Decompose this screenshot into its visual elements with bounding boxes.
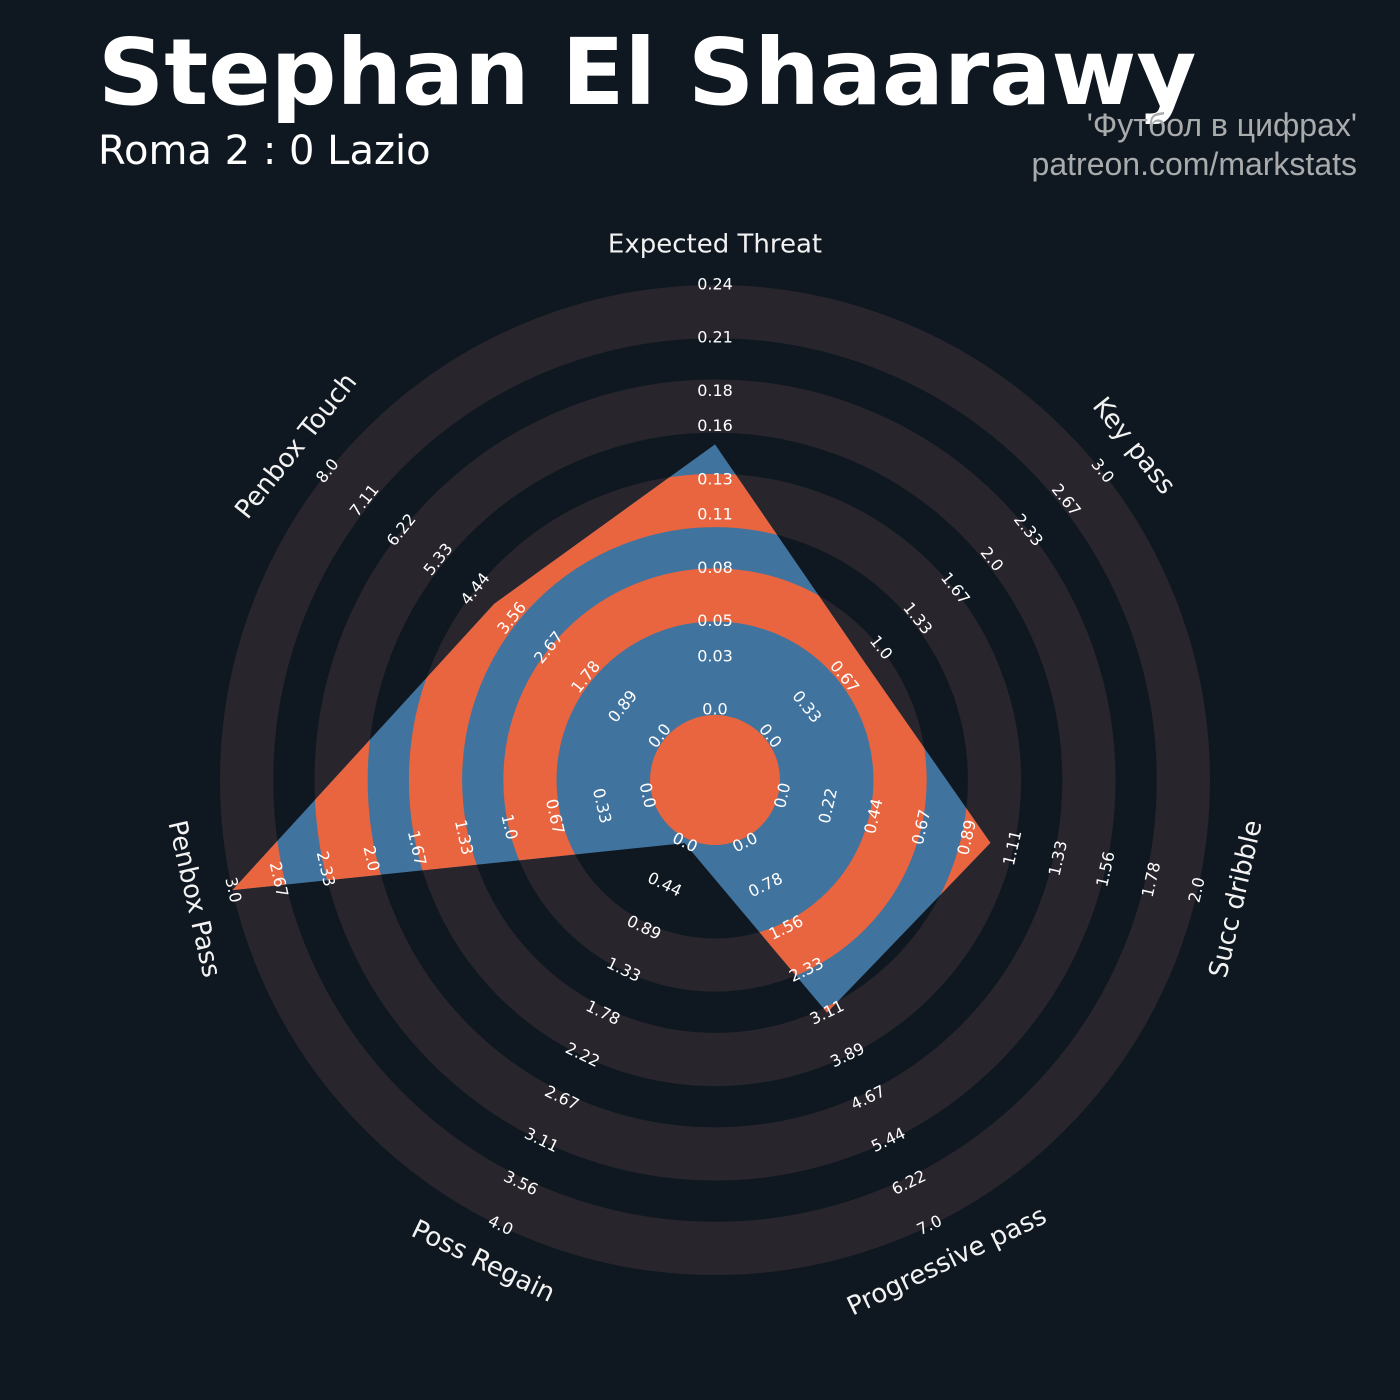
- radar-area: [232, 444, 991, 1013]
- tick-label: 0.18: [697, 381, 733, 400]
- tick-label: 0.0: [702, 700, 727, 719]
- tick-label: 0.03: [697, 646, 733, 665]
- tick-label: 0.08: [697, 558, 733, 577]
- tick-label: 0.21: [697, 328, 733, 347]
- tick-label: 0.13: [697, 469, 733, 488]
- ring-highlight: [314, 444, 991, 1013]
- credit: patreon.com/markstats: [1032, 146, 1357, 182]
- tick-label: 0.16: [697, 416, 733, 435]
- tick-label: 0.11: [697, 505, 733, 524]
- chart-title: Stephan El Shaarawy: [98, 19, 1196, 126]
- ring-highlight: [408, 473, 991, 1013]
- tick-label: 0.05: [697, 611, 733, 630]
- tick-label: 0.24: [697, 275, 733, 294]
- param-label: Expected Threat: [608, 230, 822, 260]
- ring: [220, 285, 1210, 1275]
- center-circle: [650, 715, 780, 845]
- chart-subtitle: Roma 2 : 0 Lazio: [98, 128, 431, 174]
- credit: 'Футбол в цифрах': [1087, 107, 1357, 143]
